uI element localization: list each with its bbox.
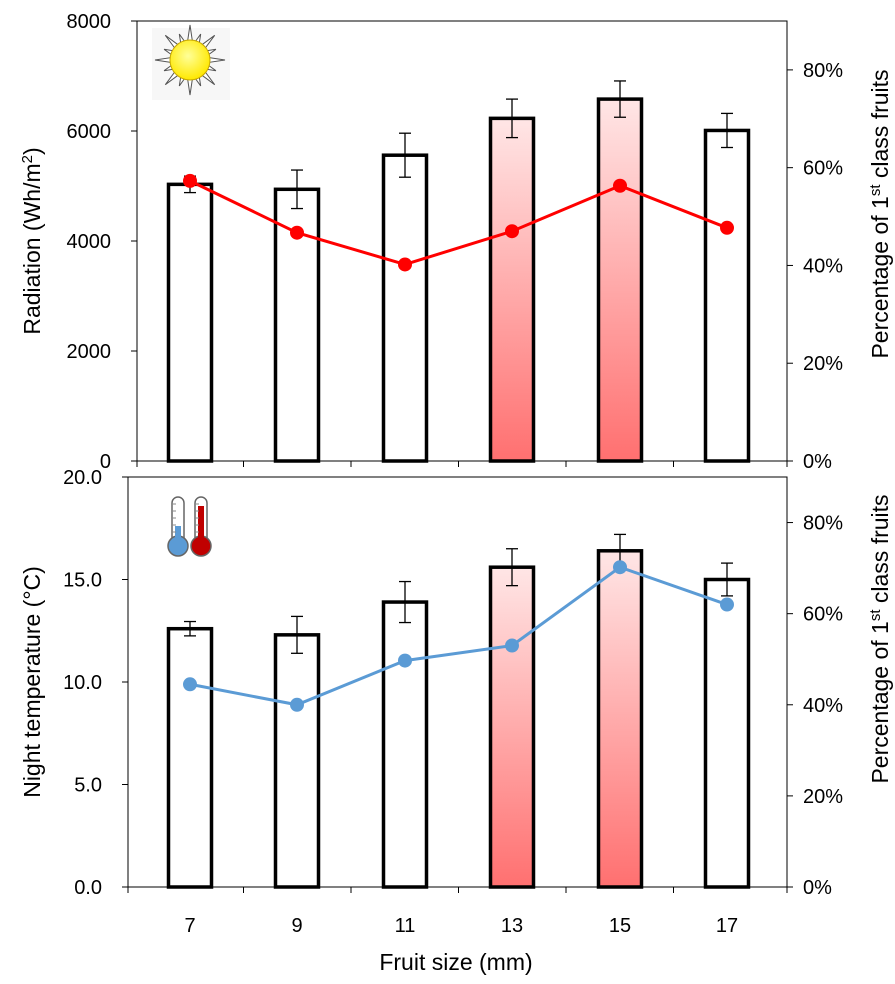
x-axis-label: Fruit size (mm) — [379, 949, 532, 975]
y2-tick-label-20%: 20% — [803, 786, 843, 808]
temperature-panel: 7 9 11 13 15 17 0.0 5.0 10.0 15.0 20.0 0% 20% 40% 60… — [19, 467, 893, 975]
temperature-y-axis-label: Night temperature (°C) — [19, 566, 45, 798]
bar-11 — [381, 600, 429, 889]
bar-11 — [381, 153, 429, 463]
y-tick-label-5.0: 5.0 — [74, 775, 102, 797]
error-bar-13 — [506, 548, 518, 587]
y-tick-label-8000: 8000 — [67, 11, 112, 33]
bar-7 — [166, 182, 214, 463]
error-bar-11 — [399, 580, 411, 624]
y2-tick-label-80%: 80% — [803, 513, 843, 535]
temperature-bars — [166, 549, 751, 889]
temperature-percentage-line — [183, 560, 734, 712]
y2-tick-label-40%: 40% — [803, 695, 843, 717]
x-tick-label-11: 11 — [395, 915, 416, 937]
y-tick-label-2000: 2000 — [67, 341, 112, 363]
error-bar-17 — [721, 562, 733, 597]
radiation-panel: 0 2000 4000 6000 8000 0% 20% 40% 60% 80% Radiati… — [19, 11, 894, 473]
radiation-x-ticks — [136, 461, 788, 467]
bar-15 — [596, 97, 644, 463]
bar-9 — [273, 633, 321, 889]
radiation-y-axis-label: Radiation (Wh/m2) — [19, 147, 46, 334]
percentage-point-13 — [505, 638, 519, 653]
percentage-point-17 — [720, 597, 734, 612]
error-bar-15 — [614, 80, 626, 118]
y-tick-label-6000: 6000 — [67, 121, 112, 143]
percentage-point-13 — [505, 224, 519, 239]
radiation-error-bars — [184, 80, 733, 210]
error-bar-17 — [721, 112, 733, 149]
x-tick-label-17: 17 — [716, 915, 738, 937]
y2-tick-label-40%: 40% — [803, 255, 843, 277]
thermometer — [190, 496, 212, 557]
y2-tick-label-20%: 20% — [803, 353, 843, 375]
bar-17 — [703, 128, 751, 463]
radiation-y-ticks: 0 2000 4000 6000 8000 — [67, 11, 137, 473]
bar-17 — [703, 577, 751, 889]
bar-13 — [488, 116, 536, 463]
percentage-point-15 — [613, 560, 627, 575]
y-tick-label-10.0: 10.0 — [63, 672, 102, 694]
percentage-point-17 — [720, 220, 734, 235]
x-tick-label-15: 15 — [609, 915, 631, 937]
error-bar-7 — [184, 620, 196, 637]
y-tick-label-20.0: 20.0 — [63, 467, 102, 489]
temperature-y2-ticks: 0% 20% 40% 60% 80% — [787, 513, 843, 899]
temperature-y-ticks: 0.0 5.0 10.0 15.0 20.0 — [63, 467, 128, 899]
radiation-percentage-line — [183, 173, 734, 272]
y2-tick-label-0%: 0% — [803, 451, 832, 473]
sun-icon — [152, 24, 230, 100]
error-bar-9 — [291, 615, 303, 654]
percentage-point-11 — [398, 257, 412, 272]
percentage-point-9 — [290, 697, 304, 712]
error-bar-13 — [506, 98, 518, 139]
error-bar-9 — [291, 169, 303, 210]
percentage-point-7 — [183, 677, 197, 692]
y-tick-label-0: 0 — [100, 451, 111, 473]
percentage-line — [189, 179, 728, 267]
percentage-point-9 — [290, 225, 304, 240]
y2-tick-label-0%: 0% — [803, 877, 832, 899]
x-tick-label-7: 7 — [184, 915, 195, 937]
percentage-point-11 — [398, 653, 412, 668]
x-tick-label-9: 9 — [291, 915, 302, 937]
bar-7 — [166, 626, 214, 889]
temperature-x-ticks: 7 9 11 13 15 17 — [127, 887, 788, 937]
bar-13 — [488, 565, 536, 889]
thermometer-icon — [167, 496, 212, 557]
radiation-y2-ticks: 0% 20% 40% 60% 80% — [787, 60, 843, 473]
x-tick-label-13: 13 — [501, 915, 523, 937]
y-tick-label-15.0: 15.0 — [63, 570, 102, 592]
radiation-y2-axis-label: Percentage of 1st class fruits — [867, 69, 894, 358]
temperature-error-bars — [184, 533, 733, 654]
radiation-plot-frame — [136, 20, 788, 462]
radiation-bars — [166, 97, 751, 463]
y2-tick-label-60%: 60% — [803, 158, 843, 180]
y2-tick-label-80%: 80% — [803, 60, 843, 82]
percentage-point-7 — [183, 173, 197, 188]
y-tick-label-4000: 4000 — [67, 231, 112, 253]
percentage-point-15 — [613, 178, 627, 193]
percentage-line — [189, 565, 728, 707]
thermometer — [167, 496, 189, 557]
bar-15 — [596, 549, 644, 889]
sun-disc — [169, 39, 211, 81]
temperature-y2-axis-label: Percentage of 1st class fruits — [867, 494, 894, 783]
error-bar-11 — [399, 132, 411, 178]
temperature-plot-frame — [127, 476, 788, 888]
y2-tick-label-60%: 60% — [803, 604, 843, 626]
y-tick-label-0.0: 0.0 — [74, 877, 102, 899]
